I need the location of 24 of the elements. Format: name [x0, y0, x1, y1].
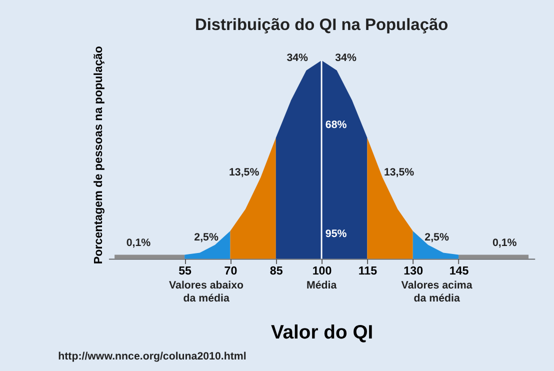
x-tick-label: 145 — [449, 264, 470, 278]
annotation: 34% — [286, 52, 309, 64]
annotation: 2,5% — [424, 231, 450, 244]
annotation: 13,5% — [384, 166, 415, 178]
x-tick-label: 130 — [404, 264, 424, 278]
chart-title: Distribuição do QI na População — [194, 16, 448, 34]
y-axis-title: Porcentagem de pessoas na população — [92, 46, 106, 264]
x-axis-title: Valor do QI — [270, 322, 374, 344]
annotation: 95% — [325, 228, 348, 240]
annotation: 0,1% — [492, 237, 518, 250]
text: Média — [306, 280, 337, 292]
x-tick-label: 100 — [312, 264, 332, 278]
annotation: 2,5% — [194, 231, 219, 244]
x-tick-label: 85 — [270, 264, 284, 278]
annotation: 0,1% — [126, 237, 152, 250]
text: http://www.nnce.org/coluna2010.html — [58, 350, 246, 362]
text: Valores abaixo da média — [169, 280, 244, 304]
text: Valores acima da média — [401, 280, 472, 304]
x-tick-label: 115 — [358, 264, 378, 278]
annotation: 34% — [335, 52, 357, 64]
x-tick-label: 70 — [224, 264, 238, 278]
annotation: 68% — [325, 118, 348, 131]
annotation: 13,5% — [228, 166, 260, 178]
x-tick-label: 55 — [178, 264, 192, 278]
